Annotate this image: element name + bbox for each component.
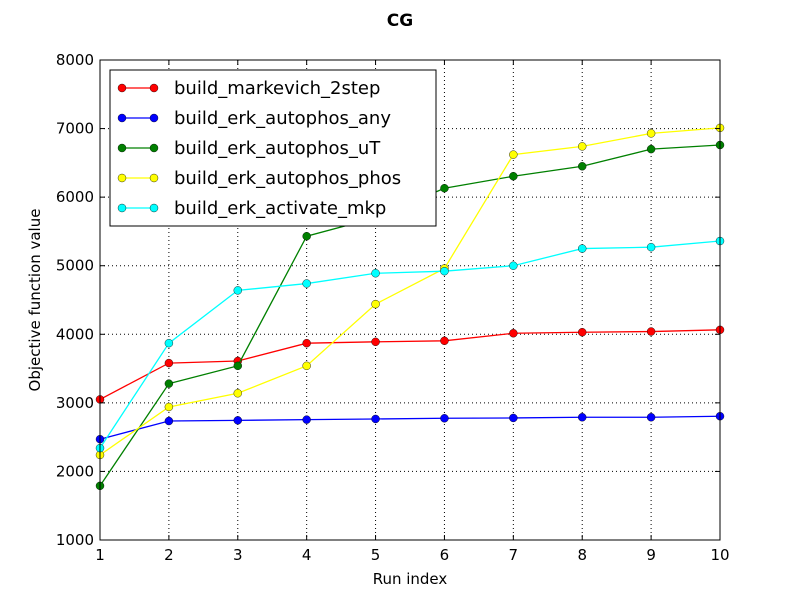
data-point xyxy=(302,361,311,371)
legend-label: build_erk_autophos_phos xyxy=(174,168,401,189)
legend-item: build_erk_autophos_uT xyxy=(117,138,381,159)
data-point xyxy=(164,416,174,426)
series-line xyxy=(99,329,721,401)
legend-marker xyxy=(117,113,127,123)
data-point xyxy=(164,379,174,388)
x-tick-label: 4 xyxy=(302,546,312,564)
data-point xyxy=(371,269,380,278)
y-tick-label: 4000 xyxy=(56,325,94,343)
legend-box xyxy=(109,69,437,227)
legend-marker xyxy=(117,83,127,93)
y-tick-label: 5000 xyxy=(56,257,94,275)
data-point xyxy=(646,327,656,336)
data-point xyxy=(233,286,242,295)
y-tick-label: 8000 xyxy=(56,51,94,69)
data-point xyxy=(302,339,311,348)
legend-label: build_markevich_2step xyxy=(174,78,380,99)
y-tick-label: 1000 xyxy=(56,531,94,549)
data-point xyxy=(302,279,311,288)
legend-marker xyxy=(149,143,159,153)
data-point xyxy=(233,416,242,425)
x-tick-label: 3 xyxy=(233,546,243,564)
data-point xyxy=(509,329,518,338)
data-point xyxy=(440,267,449,276)
x-tick-label: 5 xyxy=(371,546,381,564)
x-tick-label: 1 xyxy=(95,546,105,564)
data-point xyxy=(578,162,587,171)
data-point xyxy=(371,299,380,309)
data-point xyxy=(440,184,449,193)
legend-item: build_erk_autophos_phos xyxy=(117,168,401,189)
legend-marker xyxy=(117,143,127,153)
data-point xyxy=(164,339,174,348)
x-axis-label: Run index xyxy=(373,570,448,588)
legend-marker xyxy=(117,173,127,183)
plot-frame xyxy=(99,59,721,541)
legend-label: build_erk_activate_mkp xyxy=(174,198,386,219)
data-point xyxy=(578,244,587,253)
series-build_erk_activate_mkp xyxy=(95,236,725,453)
y-tick-label: 6000 xyxy=(56,188,94,206)
legend-label: build_erk_autophos_any xyxy=(174,108,391,129)
data-point xyxy=(302,415,311,424)
legend-item: build_erk_activate_mkp xyxy=(117,198,386,219)
data-point xyxy=(302,232,311,241)
data-point xyxy=(164,358,174,368)
x-tick-label: 2 xyxy=(164,546,174,564)
data-point xyxy=(578,328,587,337)
chart-title: CG xyxy=(387,11,413,31)
series-line xyxy=(99,240,721,449)
x-tick-label: 9 xyxy=(646,546,656,564)
data-point xyxy=(646,413,656,422)
data-point xyxy=(233,389,242,398)
data-point xyxy=(578,413,587,422)
legend-item: build_erk_autophos_any xyxy=(117,108,391,129)
data-point xyxy=(371,414,380,424)
data-point xyxy=(646,144,656,154)
series-build_markevich_2step xyxy=(95,325,725,404)
data-point xyxy=(440,336,449,345)
data-point xyxy=(371,337,380,347)
data-point xyxy=(509,172,518,181)
data-point xyxy=(646,129,656,138)
data-point xyxy=(509,413,518,423)
legend-item: build_markevich_2step xyxy=(117,78,380,99)
series-line xyxy=(99,127,721,456)
data-point xyxy=(440,414,449,423)
legend-marker xyxy=(117,203,127,213)
x-tick-label: 7 xyxy=(509,546,519,564)
data-point xyxy=(233,361,242,371)
y-tick-label: 7000 xyxy=(56,120,94,138)
legend: build_markevich_2step build_erk_autophos_… xyxy=(109,69,437,227)
y-tick-label: 2000 xyxy=(56,462,94,480)
legend-marker xyxy=(149,173,159,183)
series-build_erk_autophos_any xyxy=(95,412,725,444)
data-point xyxy=(578,142,587,151)
legend-marker xyxy=(149,113,159,123)
x-tick-label: 10 xyxy=(710,546,729,564)
data-point xyxy=(164,402,174,412)
y-tick-label: 3000 xyxy=(56,394,94,412)
data-point xyxy=(509,150,518,159)
legend-marker xyxy=(149,83,159,93)
y-axis-label: Objective function value xyxy=(26,209,44,392)
data-point xyxy=(509,261,518,270)
x-tick-label: 8 xyxy=(577,546,587,564)
series-line xyxy=(99,415,721,440)
legend-label: build_erk_autophos_uT xyxy=(174,138,381,159)
axis-ticks: 1 2 3 4 5 6 7 8 9 10 1000 2000 3000 4000 5000 6000 7000 8… xyxy=(56,51,730,564)
data-point xyxy=(646,242,656,252)
legend-marker xyxy=(149,203,159,213)
x-tick-label: 6 xyxy=(440,546,450,564)
